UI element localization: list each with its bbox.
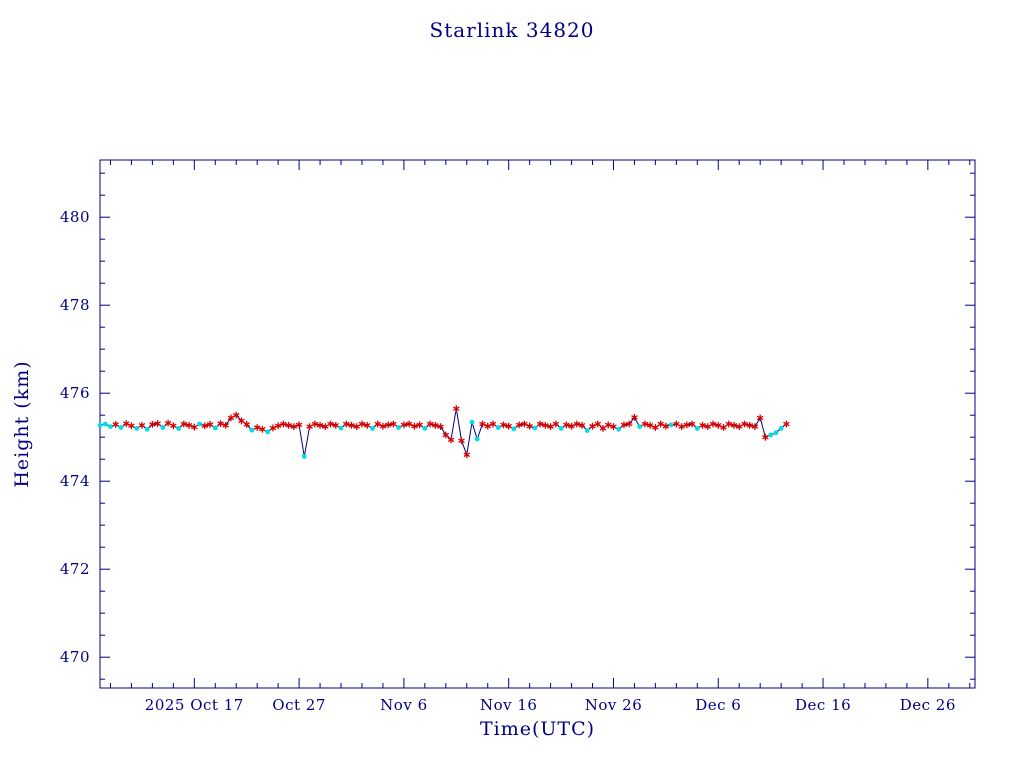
x-tick-label: Nov 16 [480, 696, 538, 714]
x-axis-label: Time(UTC) [479, 718, 596, 740]
y-tick-label: 470 [60, 648, 90, 666]
x-tick-label: Dec 16 [795, 696, 851, 714]
x-tick-label: Dec 6 [695, 696, 741, 714]
y-tick-label: 476 [60, 384, 90, 402]
x-tick-label: Dec 26 [900, 696, 956, 714]
y-tick-label: 480 [60, 208, 90, 226]
y-tick-labels: 470 472 474 476 478 480 [60, 208, 90, 666]
y-tick-label: 478 [60, 296, 90, 314]
red-asterisk-markers [112, 405, 790, 459]
plot-frame [99, 159, 976, 689]
x-tick-label: Nov 26 [585, 696, 643, 714]
x-tick-label: Oct 27 [272, 696, 326, 714]
x-tick-label: Nov 6 [380, 696, 427, 714]
x-tick-labels: 2025 Oct 17 Oct 27 Nov 6 Nov 16 Nov 26 Dec 6 D… [145, 696, 956, 714]
chart-title: Starlink 34820 [429, 18, 595, 42]
y-tick-label: 474 [60, 472, 90, 490]
x-tick-label: 2025 Oct 17 [145, 696, 244, 714]
y-tick-label: 472 [60, 560, 90, 578]
height-series-line [99, 408, 787, 457]
cyan-markers [97, 419, 784, 459]
